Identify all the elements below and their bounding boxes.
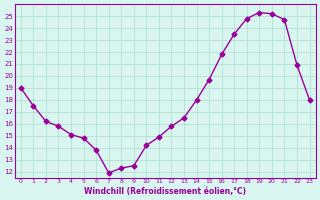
X-axis label: Windchill (Refroidissement éolien,°C): Windchill (Refroidissement éolien,°C): [84, 187, 246, 196]
